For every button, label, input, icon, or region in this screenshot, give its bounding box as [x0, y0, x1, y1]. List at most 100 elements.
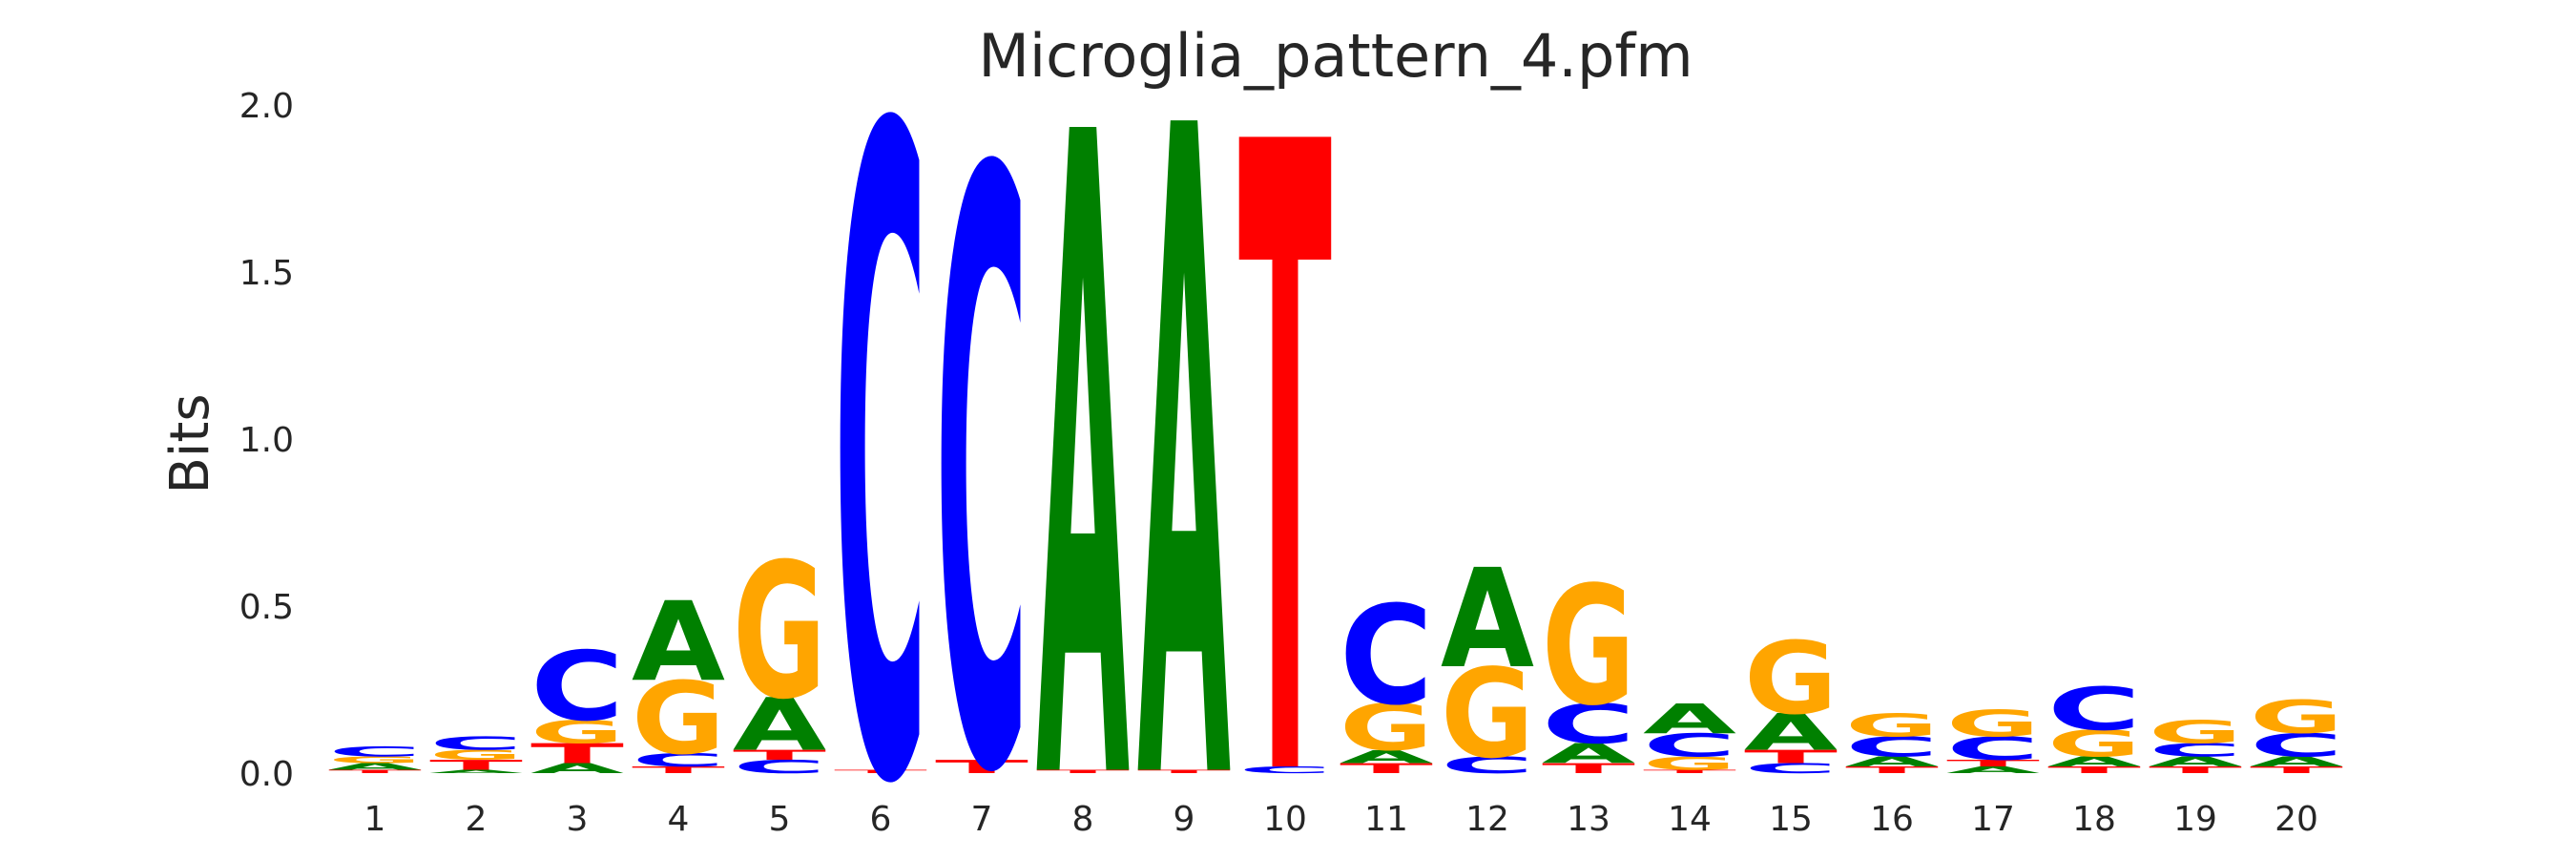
logo-letter-C: C: [834, 0, 927, 859]
y-tick-label: 1.5: [239, 254, 294, 293]
logo-letter-C: C: [328, 744, 422, 760]
logo-letter-C: C: [530, 632, 624, 743]
logo-letter-T: T: [1238, 0, 1333, 859]
position-stack: CGA: [1441, 540, 1534, 786]
logo-letter-G: G: [530, 714, 624, 751]
logo-letter-G: G: [1441, 643, 1534, 786]
logo-letter-C: C: [632, 749, 725, 770]
x-axis-ticks: 1 2 3 4 5 6 7 8 9 10 11 12 13 14 15 16 17 18 19 20: [364, 800, 2318, 839]
logo-letter-A: A: [1744, 703, 1838, 762]
x-tick-label: 19: [2173, 800, 2217, 839]
logo-letter-C: C: [1340, 576, 1433, 735]
x-tick-label: 12: [1465, 800, 1509, 839]
position-stack: TA: [1036, 0, 1131, 859]
logo-letter-A: A: [2250, 754, 2343, 770]
logo-letter-C: C: [1643, 727, 1736, 765]
logo-letter-G: G: [2047, 723, 2141, 765]
logo-letter-C: C: [733, 756, 826, 777]
logo-letter-A: A: [429, 769, 523, 775]
logo-letter-A: A: [2149, 754, 2242, 770]
x-tick-label: 5: [769, 800, 791, 839]
logo-letter-G: G: [1946, 702, 2040, 744]
x-tick-label: 16: [1870, 800, 1914, 839]
logo-letter-T: T: [1137, 769, 1231, 775]
logo-letter-T: T: [2250, 765, 2343, 775]
logo-letter-A: A: [1643, 696, 1736, 744]
logo-letter-A: A: [1441, 540, 1534, 699]
logo-letter-C: C: [2149, 740, 2242, 761]
chart-title: Microglia_pattern_4.pfm: [978, 21, 1693, 91]
logo-letter-T: T: [632, 765, 725, 775]
y-tick-label: 1.0: [239, 421, 294, 460]
x-tick-label: 4: [668, 800, 690, 839]
logo-letter-A: A: [1137, 0, 1232, 859]
logo-letter-G: G: [429, 747, 523, 764]
x-tick-label: 6: [870, 800, 892, 839]
logo-letter-T: T: [733, 747, 827, 764]
logo-letter-G: G: [1542, 552, 1635, 743]
logo-letter-A: A: [1946, 765, 2041, 775]
logo-letter-A: A: [1036, 0, 1131, 859]
logo-letter-G: G: [1643, 753, 1736, 774]
logo-letter-G: G: [733, 525, 826, 742]
x-tick-label: 14: [1668, 800, 1712, 839]
logo-letter-T: T: [834, 769, 927, 775]
logo-letter-G: G: [632, 661, 725, 777]
position-stack: CT: [1238, 0, 1333, 859]
y-tick-label: 2.0: [239, 87, 294, 126]
logo-letter-T: T: [429, 757, 524, 773]
x-tick-label: 7: [971, 800, 993, 839]
x-tick-label: 20: [2275, 800, 2318, 839]
x-tick-label: 1: [364, 800, 386, 839]
x-tick-label: 2: [466, 800, 488, 839]
y-axis-label: Bits: [159, 393, 221, 493]
x-tick-label: 10: [1263, 800, 1307, 839]
logo-letter-T: T: [935, 757, 1028, 778]
x-tick-label: 9: [1174, 800, 1195, 839]
logo-letter-T: T: [1036, 769, 1130, 775]
logo-letter-A: A: [1542, 738, 1635, 769]
logo-letter-T: T: [1643, 769, 1736, 775]
logo-letter-T: T: [1946, 758, 2040, 768]
logo-letter-T: T: [328, 769, 422, 775]
logo-letter-C: C: [935, 5, 1028, 859]
logo-letter-T: T: [530, 738, 624, 769]
logo-letter-T: T: [1542, 761, 1636, 777]
logo-letter-G: G: [2250, 692, 2343, 744]
logo-letter-C: C: [2047, 675, 2141, 744]
x-tick-label: 11: [1364, 800, 1408, 839]
logo-letter-A: A: [328, 762, 423, 772]
position-stack: TC: [834, 0, 927, 859]
logo-letter-C: C: [1744, 761, 1838, 777]
logo-letter-G: G: [1744, 621, 1838, 737]
logo-letter-A: A: [1845, 754, 1939, 770]
logo-letter-G: G: [1845, 707, 1939, 744]
logo-letter-C: C: [1845, 731, 1939, 763]
x-tick-label: 15: [1769, 800, 1813, 839]
logo-letter-T: T: [1744, 746, 1838, 767]
logo-letter-T: T: [1340, 761, 1434, 777]
logo-letter-C: C: [1441, 752, 1534, 779]
logo-letter-G: G: [328, 755, 422, 765]
logo-letter-A: A: [530, 761, 624, 777]
position-stack: TA: [1137, 0, 1232, 859]
logo-letter-T: T: [1845, 765, 1939, 775]
x-tick-label: 8: [1072, 800, 1094, 839]
logo-letter-C: C: [1238, 765, 1332, 775]
logo-letter-C: C: [1946, 730, 2040, 767]
